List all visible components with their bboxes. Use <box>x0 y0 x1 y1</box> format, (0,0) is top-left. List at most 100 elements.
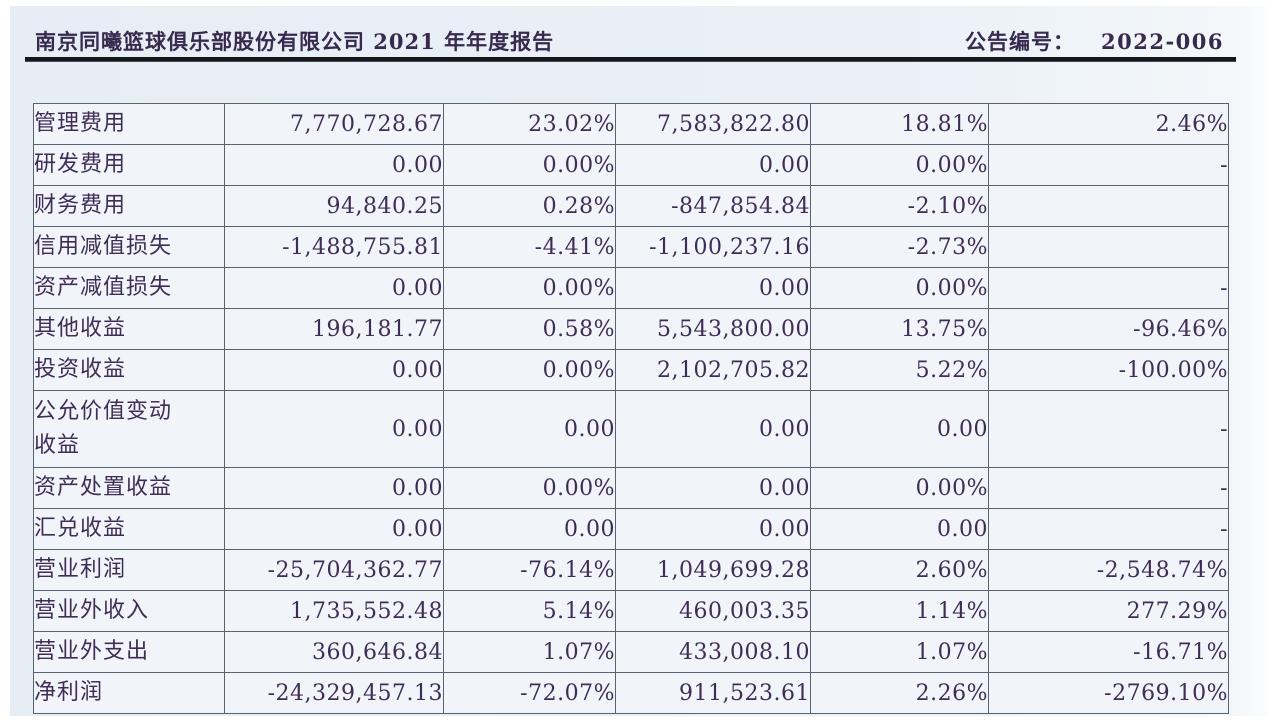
table-row: 研发费用 0.00 0.00% 0.00 0.00% - <box>33 144 1229 186</box>
item-name-cell: 研发费用 <box>33 144 225 186</box>
prior-year-percent-cell: -2.73% <box>810 226 989 268</box>
prior-year-percent-cell: 0.00% <box>810 144 989 186</box>
change-percent-cell: - <box>988 508 1229 550</box>
current-year-percent-cell: 23.02% <box>443 103 616 145</box>
change-percent-cell <box>988 185 1229 227</box>
prior-year-percent-cell: 0.00 <box>810 508 989 550</box>
prior-year-amount-cell: 0.00 <box>615 390 811 468</box>
item-name-cell: 资产减值损失 <box>33 267 225 309</box>
table-row: 营业利润 -25,704,362.77 -76.14% 1,049,699.28… <box>33 549 1229 591</box>
prior-year-amount-cell: -1,100,237.16 <box>615 226 811 268</box>
company-report-title: 南京同曦篮球俱乐部股份有限公司 2021 年年度报告 <box>35 29 555 54</box>
change-percent-cell: -16.71% <box>988 631 1229 673</box>
current-year-percent-cell: -4.41% <box>443 226 616 268</box>
change-percent-cell: 277.29% <box>988 590 1229 632</box>
current-year-amount-cell: -24,329,457.13 <box>224 672 444 714</box>
current-year-percent-cell: -72.07% <box>443 672 616 714</box>
prior-year-percent-cell: 13.75% <box>810 308 989 350</box>
table-row: 财务费用 94,840.25 0.28% -847,854.84 -2.10% <box>33 185 1229 227</box>
table-row: 营业外收入 1,735,552.48 5.14% 460,003.35 1.14… <box>33 590 1229 632</box>
current-year-percent-cell: 0.00 <box>443 508 616 550</box>
current-year-amount-cell: 360,646.84 <box>224 631 444 673</box>
prior-year-amount-cell: -847,854.84 <box>615 185 811 227</box>
item-name-cell: 净利润 <box>33 672 225 714</box>
table-row: 汇兑收益 0.00 0.00 0.00 0.00 - <box>33 508 1229 550</box>
current-year-amount-cell: 94,840.25 <box>224 185 444 227</box>
change-percent-cell: - <box>988 144 1229 186</box>
change-percent-cell: -2769.10% <box>988 672 1229 714</box>
item-name-cell: 其他收益 <box>33 308 225 350</box>
item-name-cell: 管理费用 <box>33 103 225 145</box>
item-name-cell: 营业利润 <box>33 549 225 591</box>
prior-year-percent-cell: 2.26% <box>810 672 989 714</box>
table-row: 资产处置收益 0.00 0.00% 0.00 0.00% - <box>33 467 1229 509</box>
prior-year-amount-cell: 460,003.35 <box>615 590 811 632</box>
current-year-percent-cell: 0.28% <box>443 185 616 227</box>
prior-year-amount-cell: 911,523.61 <box>615 672 811 714</box>
prior-year-percent-cell: 0.00% <box>810 267 989 309</box>
current-year-percent-cell: 5.14% <box>443 590 616 632</box>
current-year-amount-cell: 7,770,728.67 <box>224 103 444 145</box>
change-percent-cell: -96.46% <box>988 308 1229 350</box>
current-year-amount-cell: 0.00 <box>224 349 444 391</box>
change-percent-cell: - <box>988 390 1229 468</box>
current-year-amount-cell: 0.00 <box>224 467 444 509</box>
change-percent-cell: - <box>988 267 1229 309</box>
prior-year-percent-cell: 2.60% <box>810 549 989 591</box>
table-row: 资产减值损失 0.00 0.00% 0.00 0.00% - <box>33 267 1229 309</box>
prior-year-amount-cell: 0.00 <box>615 144 811 186</box>
prior-year-percent-cell: 18.81% <box>810 103 989 145</box>
current-year-amount-cell: 196,181.77 <box>224 308 444 350</box>
prior-year-amount-cell: 5,543,800.00 <box>615 308 811 350</box>
prior-year-percent-cell: 1.14% <box>810 590 989 632</box>
current-year-percent-cell: 0.00% <box>443 467 616 509</box>
financial-items-table: 管理费用 7,770,728.67 23.02% 7,583,822.80 18… <box>33 103 1229 714</box>
change-percent-cell <box>988 226 1229 268</box>
change-percent-cell: - <box>988 467 1229 509</box>
current-year-amount-cell: -1,488,755.81 <box>224 226 444 268</box>
item-name-cell: 公允价值变动收益 <box>33 390 225 468</box>
item-name-cell: 资产处置收益 <box>33 467 225 509</box>
item-name-cell: 投资收益 <box>33 349 225 391</box>
prior-year-percent-cell: 5.22% <box>810 349 989 391</box>
table-row: 信用减值损失 -1,488,755.81 -4.41% -1,100,237.1… <box>33 226 1229 268</box>
table-row: 净利润 -24,329,457.13 -72.07% 911,523.61 2.… <box>33 672 1229 714</box>
change-percent-cell: -2,548.74% <box>988 549 1229 591</box>
item-name-cell: 营业外收入 <box>33 590 225 632</box>
announcement-number-label: 公告编号： <box>965 29 1075 54</box>
current-year-percent-cell: 0.00% <box>443 144 616 186</box>
item-name-cell: 财务费用 <box>33 185 225 227</box>
prior-year-percent-cell: 1.07% <box>810 631 989 673</box>
prior-year-percent-cell: 0.00 <box>810 390 989 468</box>
current-year-percent-cell: 1.07% <box>443 631 616 673</box>
current-year-amount-cell: 0.00 <box>224 267 444 309</box>
change-percent-cell: 2.46% <box>988 103 1229 145</box>
current-year-percent-cell: 0.00 <box>443 390 616 468</box>
table-row: 投资收益 0.00 0.00% 2,102,705.82 5.22% -100.… <box>33 349 1229 391</box>
table-body: 管理费用 7,770,728.67 23.02% 7,583,822.80 18… <box>33 103 1229 714</box>
announcement-number-block: 公告编号： 2022-006 <box>965 26 1224 56</box>
current-year-amount-cell: -25,704,362.77 <box>224 549 444 591</box>
prior-year-amount-cell: 433,008.10 <box>615 631 811 673</box>
table-row: 公允价值变动收益 0.00 0.00 0.00 0.00 - <box>33 390 1229 468</box>
prior-year-amount-cell: 0.00 <box>615 467 811 509</box>
prior-year-amount-cell: 2,102,705.82 <box>615 349 811 391</box>
document-header: 南京同曦篮球俱乐部股份有限公司 2021 年年度报告 公告编号： 2022-00… <box>35 26 1224 56</box>
current-year-percent-cell: -76.14% <box>443 549 616 591</box>
item-name-cell: 营业外支出 <box>33 631 225 673</box>
change-percent-cell: -100.00% <box>988 349 1229 391</box>
table-row: 营业外支出 360,646.84 1.07% 433,008.10 1.07% … <box>33 631 1229 673</box>
current-year-amount-cell: 0.00 <box>224 144 444 186</box>
item-name-cell: 信用减值损失 <box>33 226 225 268</box>
current-year-amount-cell: 0.00 <box>224 390 444 468</box>
current-year-amount-cell: 1,735,552.48 <box>224 590 444 632</box>
table-row: 管理费用 7,770,728.67 23.02% 7,583,822.80 18… <box>33 103 1229 145</box>
announcement-number-value: 2022-006 <box>1101 29 1224 54</box>
header-divider-rule <box>25 57 1236 61</box>
table-row: 其他收益 196,181.77 0.58% 5,543,800.00 13.75… <box>33 308 1229 350</box>
prior-year-amount-cell: 7,583,822.80 <box>615 103 811 145</box>
current-year-percent-cell: 0.00% <box>443 349 616 391</box>
current-year-percent-cell: 0.00% <box>443 267 616 309</box>
prior-year-amount-cell: 1,049,699.28 <box>615 549 811 591</box>
current-year-amount-cell: 0.00 <box>224 508 444 550</box>
